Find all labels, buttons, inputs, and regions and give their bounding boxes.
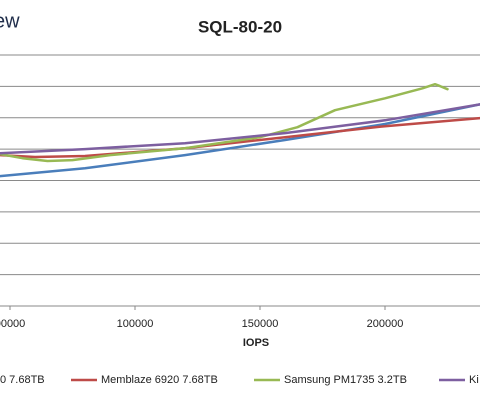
series-line <box>0 103 480 178</box>
x-tick-label: 00000 <box>0 318 25 330</box>
brand-logo: ew <box>0 10 20 32</box>
legend-label: Ki <box>469 374 479 386</box>
x-axis-label: IOPS <box>243 337 269 349</box>
x-tick-label: 200000 <box>367 318 404 330</box>
legend-label: 0 7.68TB <box>0 374 45 386</box>
x-tick-label: 100000 <box>117 318 154 330</box>
legend-label: Memblaze 6920 7.68TB <box>101 374 218 386</box>
series-line <box>0 103 480 155</box>
series-line <box>0 82 449 163</box>
legend-label: Samsung PM1735 3.2TB <box>284 374 407 386</box>
x-tick-label: 150000 <box>242 318 279 330</box>
chart-title: SQL-80-20 <box>198 17 282 36</box>
